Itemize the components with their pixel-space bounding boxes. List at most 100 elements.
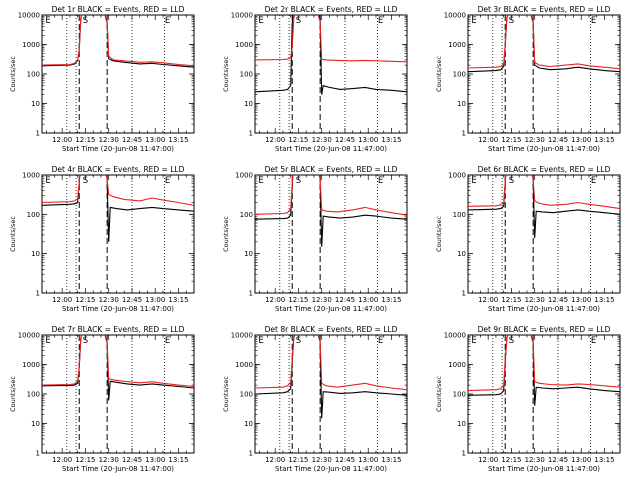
panel-title: Det 6r BLACK = Events, RED = LLD — [478, 165, 611, 174]
panel-title: Det 3r BLACK = Events, RED = LLD — [478, 5, 611, 14]
marker-annotation: E — [471, 336, 476, 346]
marker-annotation: E — [45, 16, 50, 26]
y-tick-label: 1000 — [448, 172, 466, 180]
lld-series-line — [468, 175, 620, 210]
x-axis-label: Start Time (20-Jun-08 11:47:00) — [62, 305, 174, 313]
lld-series-line — [255, 15, 407, 63]
y-tick-label: 1000 — [235, 361, 253, 369]
panel-det-6r: Det 6r BLACK = Events, RED = LLD 1 10 100 10… — [435, 165, 621, 313]
x-tick-label: 13:15 — [168, 136, 188, 144]
x-tick-label: 12:15 — [75, 296, 95, 304]
y-tick-label: 10 — [457, 250, 466, 258]
x-tick-label: 12:30 — [525, 136, 545, 144]
y-tick-label: 10 — [457, 100, 466, 108]
y-tick-label: 100 — [453, 391, 466, 399]
y-tick-label: 1000 — [235, 41, 253, 49]
x-tick-label: 12:45 — [335, 296, 355, 304]
marker-annotation: E — [591, 336, 596, 346]
y-axis-label: Counts/sec — [435, 376, 443, 412]
x-tick-label: 12:30 — [525, 296, 545, 304]
y-tick-label: 10000 — [18, 332, 40, 340]
y-tick-label: 100 — [240, 71, 253, 79]
marker-annotation: E — [45, 336, 50, 346]
marker-annotation: S — [296, 16, 301, 26]
y-axis-label: Counts/sec — [9, 216, 17, 252]
events-series-line — [255, 15, 407, 95]
y-tick-label: 1 — [36, 290, 40, 298]
x-tick-label: 12:00 — [265, 296, 285, 304]
panel-det-8r: Det 8r BLACK = Events, RED = LLD 1 10 100 10… — [222, 325, 408, 473]
lld-series-line — [255, 335, 407, 391]
x-tick-label: 13:00 — [358, 456, 378, 464]
x-tick-label: 12:45 — [548, 136, 568, 144]
y-tick-label: 1 — [249, 450, 253, 458]
y-tick-label: 10000 — [231, 12, 253, 20]
x-tick-label: 12:45 — [548, 296, 568, 304]
panel-det-9r: Det 9r BLACK = Events, RED = LLD 1 10 100 10… — [435, 325, 621, 473]
y-tick-label: 1 — [462, 130, 466, 138]
x-tick-label: 12:00 — [265, 456, 285, 464]
x-tick-label: 12:00 — [265, 136, 285, 144]
x-tick-label: 12:30 — [99, 296, 119, 304]
panel-det-1r: Det 1r BLACK = Events, RED = LLD 1 10 100 10… — [9, 5, 195, 153]
y-tick-label: 1 — [36, 130, 40, 138]
x-tick-label: 12:15 — [288, 296, 308, 304]
y-tick-label: 10 — [31, 250, 40, 258]
x-tick-label: 13:00 — [145, 296, 165, 304]
events-series-line — [42, 175, 194, 242]
x-tick-label: 13:15 — [594, 296, 614, 304]
y-tick-label: 10 — [244, 420, 253, 428]
panel-title: Det 8r BLACK = Events, RED = LLD — [265, 325, 398, 334]
plot-frame — [467, 174, 621, 294]
marker-annotation: E — [45, 176, 50, 186]
marker-annotation: S — [296, 176, 301, 186]
x-tick-label: 13:00 — [358, 136, 378, 144]
y-axis-label: Counts/sec — [9, 376, 17, 412]
x-tick-label: 12:30 — [312, 296, 332, 304]
x-tick-label: 13:15 — [381, 136, 401, 144]
plot-frame — [254, 174, 408, 294]
y-tick-label: 10 — [244, 250, 253, 258]
x-tick-label: 13:15 — [168, 296, 188, 304]
x-axis-label: Start Time (20-Jun-08 11:47:00) — [62, 465, 174, 473]
x-tick-label: 12:00 — [52, 296, 72, 304]
y-axis-label: Counts/sec — [222, 216, 230, 252]
x-axis-label: Start Time (20-Jun-08 11:47:00) — [488, 305, 600, 313]
x-tick-label: 13:15 — [594, 456, 614, 464]
x-tick-label: 13:00 — [145, 136, 165, 144]
panel-det-4r: Det 4r BLACK = Events, RED = LLD 1 10 100 10… — [9, 165, 195, 313]
y-axis-label: Counts/sec — [435, 56, 443, 92]
x-tick-label: 12:15 — [288, 456, 308, 464]
lld-series-line — [42, 335, 194, 388]
marker-annotation: S — [509, 336, 514, 346]
marker-annotation: S — [296, 336, 301, 346]
y-axis-label: Counts/sec — [435, 216, 443, 252]
x-axis-label: Start Time (20-Jun-08 11:47:00) — [488, 465, 600, 473]
y-axis-label: Counts/sec — [222, 56, 230, 92]
marker-annotation: S — [83, 16, 88, 26]
x-axis-label: Start Time (20-Jun-08 11:47:00) — [488, 145, 600, 153]
marker-annotation: E — [258, 176, 263, 186]
x-axis-label: Start Time (20-Jun-08 11:47:00) — [275, 465, 387, 473]
y-tick-label: 1000 — [22, 41, 40, 49]
panel-det-5r: Det 5r BLACK = Events, RED = LLD 1 10 100 10… — [222, 165, 408, 313]
x-tick-label: 13:15 — [594, 136, 614, 144]
lld-series-line — [468, 15, 620, 70]
y-tick-label: 10 — [244, 100, 253, 108]
events-series-line — [468, 335, 620, 406]
marker-annotation: E — [258, 16, 263, 26]
y-tick-label: 1 — [462, 450, 466, 458]
x-tick-label: 12:15 — [75, 136, 95, 144]
y-tick-label: 1000 — [448, 41, 466, 49]
x-tick-label: 13:00 — [571, 456, 591, 464]
lld-series-line — [255, 175, 407, 216]
y-tick-label: 10000 — [18, 12, 40, 20]
x-tick-label: 12:30 — [99, 456, 119, 464]
x-tick-label: 12:00 — [52, 136, 72, 144]
x-tick-label: 13:00 — [145, 456, 165, 464]
x-tick-label: 12:45 — [335, 136, 355, 144]
marker-annotation: E — [258, 336, 263, 346]
panel-title: Det 1r BLACK = Events, RED = LLD — [52, 5, 185, 14]
marker-annotation: S — [83, 336, 88, 346]
